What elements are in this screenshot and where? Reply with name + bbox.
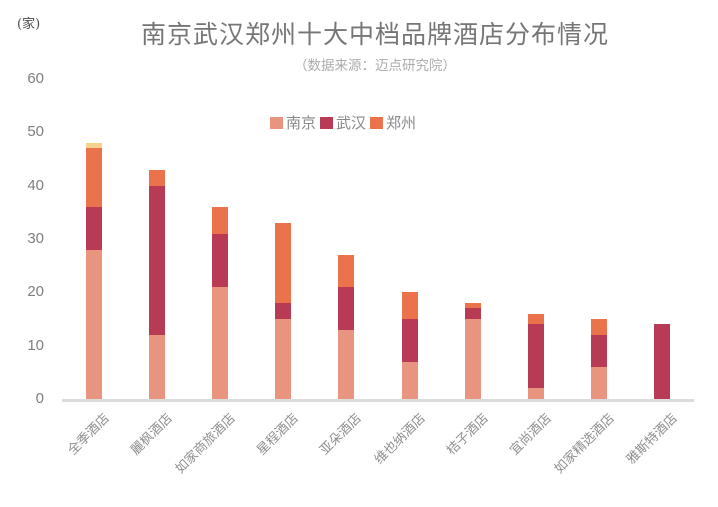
y-tick-label: 10: [27, 336, 44, 354]
bar-segment-郑州: [275, 223, 292, 303]
bar-segment-武汉: [275, 303, 292, 319]
y-tick-label: 50: [27, 123, 44, 141]
legend-swatch-icon: [270, 116, 283, 129]
bar-segment-武汉: [148, 185, 165, 335]
x-axis-line: [62, 399, 694, 402]
legend-swatch-icon: [320, 116, 334, 129]
legend-label: 南京: [286, 114, 317, 132]
bar-segment-武汉: [338, 287, 355, 330]
y-tick-label: 20: [27, 283, 44, 301]
legend-item-武汉: 武汉: [320, 112, 366, 133]
legend-item-郑州: 郑州: [370, 112, 416, 133]
bar-segment-郑州: [212, 207, 228, 234]
bar-segment-武汉: [591, 335, 608, 367]
bar-segment-武汉: [401, 319, 418, 362]
bar-segment-郑州: [338, 255, 355, 287]
chart-subtitle: （数据来源：迈点研究院）: [294, 58, 456, 74]
chart-title: 南京武汉郑州十大中档品牌酒店分布情况: [140, 20, 609, 49]
bar-segment-南京: [212, 287, 228, 399]
bar-segment-南京: [401, 361, 418, 399]
legend-item-南京: 南京: [270, 112, 316, 133]
bar-segment-南京: [464, 319, 481, 399]
y-tick-label: 40: [27, 176, 44, 194]
bar-segment-郑州: [464, 303, 481, 309]
bar-segment-郑州: [528, 313, 544, 325]
bar-segment-郑州: [591, 319, 608, 335]
bar-segment-南京: [591, 367, 608, 399]
bar-segment-南京: [528, 388, 544, 399]
y-axis-unit-label: (家): [17, 17, 41, 32]
bar-segment-郑州: [401, 292, 418, 319]
bar-segment-unlabeled-top-segment: [85, 143, 102, 149]
bar-segment-南京: [275, 319, 292, 399]
y-tick-label: 60: [27, 70, 44, 87]
bar-segment-武汉: [654, 324, 671, 399]
bar-segment-武汉: [85, 207, 102, 250]
bar-segment-武汉: [212, 233, 228, 287]
bar-segment-南京: [148, 335, 165, 399]
bar-segment-南京: [85, 249, 102, 399]
legend: 南京 武汉 郑州: [270, 112, 420, 133]
bar-segment-武汉: [464, 308, 481, 319]
y-tick-label: 0: [35, 390, 44, 407]
legend-label: 武汉: [336, 114, 367, 132]
bar-segment-郑州: [148, 169, 165, 186]
bar-segment-武汉: [528, 324, 544, 389]
bar-segment-南京: [338, 329, 355, 399]
title-block: 南京武汉郑州十大中档品牌酒店分布情况 （数据来源：迈点研究院）: [30, 15, 718, 74]
legend-swatch-icon: [370, 116, 384, 129]
legend-label: 郑州: [386, 114, 417, 132]
y-tick-label: 30: [27, 230, 44, 247]
bar-segment-郑州: [85, 148, 102, 207]
